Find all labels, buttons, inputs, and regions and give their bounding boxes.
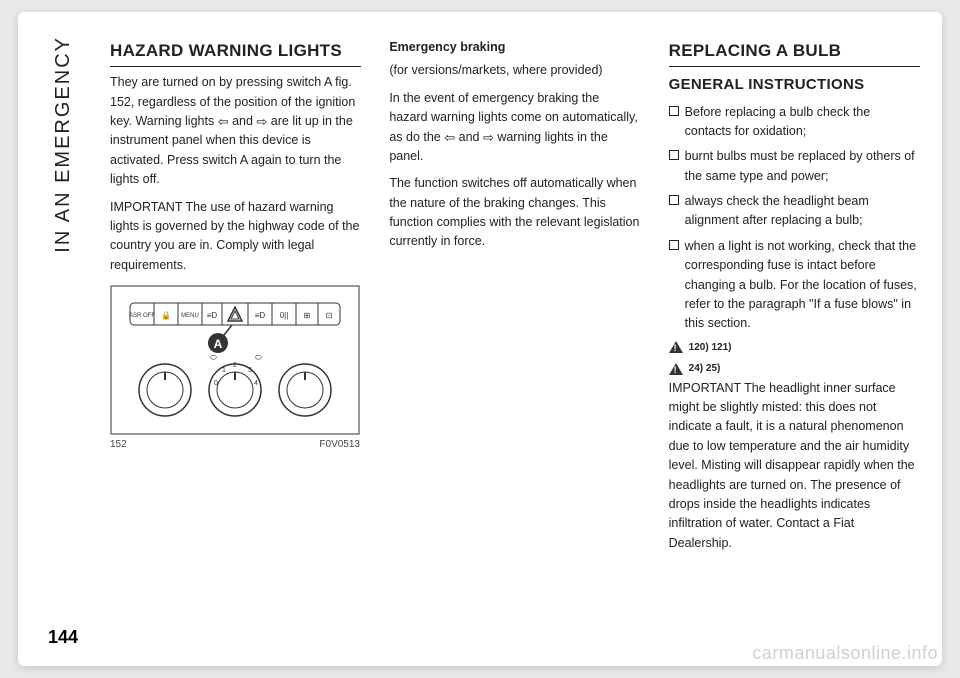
bullet-icon: [669, 195, 679, 205]
heading-replacing: REPLACING A BULB: [669, 38, 920, 67]
svg-text:≡D: ≡D: [255, 311, 266, 320]
svg-text:MENU: MENU: [181, 313, 199, 319]
watermark: carmanualsonline.info: [752, 643, 938, 664]
svg-text:A: A: [214, 337, 223, 351]
col3-subheading: GENERAL INSTRUCTIONS: [669, 73, 920, 96]
svg-text:3: 3: [248, 367, 252, 374]
col1-para2: IMPORTANT The use of hazard warning ligh…: [110, 198, 361, 276]
svg-text:≡D: ≡D: [207, 311, 218, 320]
svg-text:0: 0: [214, 380, 218, 387]
svg-text:4: 4: [254, 380, 258, 387]
svg-text:ASR OFF: ASR OFF: [129, 313, 155, 319]
svg-text:🔒: 🔒: [161, 311, 171, 320]
warning-triangle-icon: [669, 341, 683, 353]
bullet-4-text: when a light is not working, check that …: [685, 237, 920, 334]
svg-text:⊡: ⊡: [326, 311, 333, 320]
warn-text-1: 120) 121): [689, 340, 732, 356]
column-2: Emergency braking (for versions/markets,…: [389, 38, 640, 561]
bullet-icon: [669, 240, 679, 250]
col2-p2: In the event of emergency braking the ha…: [389, 89, 640, 167]
col2-p3: The function switches off automatically …: [389, 174, 640, 252]
dashboard-illustration: ASR OFF 🔒 MENU ≡D ≡D 0|| ⊞ ⊡ A: [110, 285, 360, 435]
bullet-icon: [669, 106, 679, 116]
figure-152: ASR OFF 🔒 MENU ≡D ≡D 0|| ⊞ ⊡ A: [110, 285, 360, 453]
arrow-right-icon: ⇨: [483, 131, 494, 144]
figure-code: F0V0513: [319, 437, 360, 453]
bullet-1: Before replacing a bulb check the contac…: [669, 103, 920, 142]
arrow-right-icon: ⇨: [256, 115, 267, 128]
col2-p2b: and: [455, 130, 483, 144]
page-number: 144: [48, 627, 78, 648]
warn-text-2: 24) 25): [689, 361, 721, 377]
svg-text:⊞: ⊞: [304, 311, 311, 320]
bullet-2-text: burnt bulbs must be replaced by others o…: [685, 147, 920, 186]
figure-number: 152: [110, 437, 127, 453]
manual-page: IN AN EMERGENCY HAZARD WARNING LIGHTS Th…: [18, 12, 942, 666]
arrow-left-icon: ⇦: [218, 115, 229, 128]
col3-p1: IMPORTANT The headlight inner surface mi…: [669, 379, 920, 553]
svg-text:0||: 0||: [280, 311, 289, 320]
col2-subheading: Emergency braking: [389, 38, 640, 57]
col1-para1: They are turned on by pressing switch A …: [110, 73, 361, 189]
bullet-4: when a light is not working, check that …: [669, 237, 920, 334]
bullet-2: burnt bulbs must be replaced by others o…: [669, 147, 920, 186]
content-columns: HAZARD WARNING LIGHTS They are turned on…: [110, 38, 920, 561]
figure-caption: 152 F0V0513: [110, 437, 360, 453]
warning-row-2: 24) 25): [669, 361, 920, 377]
arrow-left-icon: ⇦: [444, 131, 455, 144]
warning-triangle-icon: [669, 363, 683, 375]
svg-text:⬭: ⬭: [210, 353, 217, 362]
col1-p1b: and: [229, 114, 257, 128]
bullet-3-text: always check the headlight beam alignmen…: [685, 192, 920, 231]
svg-text:1: 1: [222, 367, 226, 374]
bullet-3: always check the headlight beam alignmen…: [669, 192, 920, 231]
column-3: REPLACING A BULB GENERAL INSTRUCTIONS Be…: [669, 38, 920, 561]
bullet-1-text: Before replacing a bulb check the contac…: [685, 103, 920, 142]
section-label: IN AN EMERGENCY: [52, 36, 75, 253]
column-1: HAZARD WARNING LIGHTS They are turned on…: [110, 38, 361, 561]
bullet-icon: [669, 150, 679, 160]
heading-hazard: HAZARD WARNING LIGHTS: [110, 38, 361, 67]
svg-text:⬭: ⬭: [255, 353, 262, 362]
col2-p1: (for versions/markets, where provided): [389, 61, 640, 80]
svg-text:2: 2: [233, 362, 237, 369]
warning-row-1: 120) 121): [669, 340, 920, 356]
